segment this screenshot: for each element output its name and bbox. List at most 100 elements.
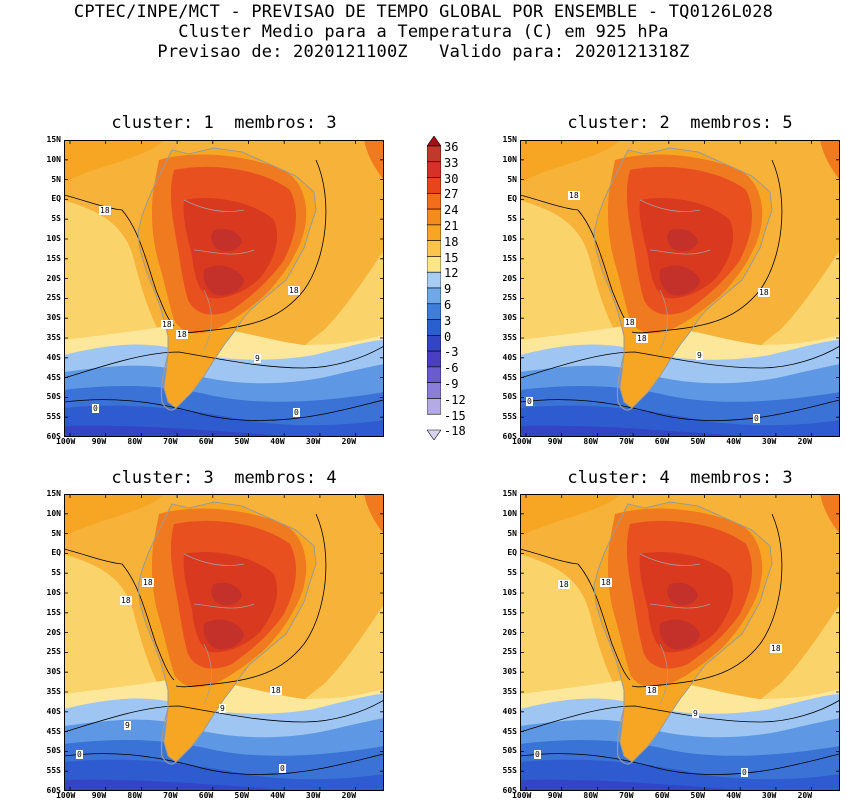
coastline bbox=[616, 707, 633, 765]
latitude-label: 35S bbox=[46, 333, 61, 342]
colorbar-label: 18 bbox=[444, 234, 459, 249]
latitude-label: 20S bbox=[46, 627, 61, 637]
contour-line-0 bbox=[64, 753, 384, 775]
colorbar-swatch bbox=[427, 177, 441, 194]
contour-label: 0 bbox=[534, 750, 541, 759]
longitude-label: 70W bbox=[619, 437, 634, 446]
latitude-label: 15N bbox=[46, 489, 61, 498]
latitude-label: 5S bbox=[507, 214, 517, 224]
longitude-label: 50W bbox=[234, 791, 249, 800]
colorbar-swatch bbox=[427, 240, 441, 257]
longitude-label: 30W bbox=[761, 791, 777, 800]
temperature-band bbox=[520, 779, 760, 791]
longitude-label: 100W bbox=[56, 791, 76, 800]
colorbar-label: 12 bbox=[444, 266, 459, 281]
longitude-label: 90W bbox=[547, 437, 563, 446]
latitude-label: 60S bbox=[46, 786, 61, 795]
latitude-label: 20S bbox=[46, 273, 61, 283]
latitude-label: 15S bbox=[502, 607, 517, 617]
colorbar-swatch bbox=[427, 366, 441, 383]
longitude-label: 40W bbox=[270, 437, 285, 446]
latitude-label: 50S bbox=[502, 746, 517, 756]
colorbar-swatch bbox=[427, 161, 441, 178]
panel-title-4: cluster: 4 membros: 3 bbox=[567, 468, 793, 488]
contour-line-0 bbox=[64, 399, 384, 421]
latitude-label: 45S bbox=[46, 372, 61, 382]
coastline bbox=[616, 353, 633, 411]
country-borders bbox=[639, 553, 711, 705]
longitude-label: 20W bbox=[341, 791, 357, 800]
contour-label: 18 bbox=[142, 578, 154, 587]
temperature-band bbox=[820, 140, 840, 180]
temperature-band bbox=[64, 554, 164, 704]
country-borders bbox=[639, 199, 711, 351]
contour-line-18 bbox=[520, 548, 631, 681]
longitude-label: 20W bbox=[341, 437, 357, 446]
coastline bbox=[137, 147, 317, 409]
contour-line-18 bbox=[631, 159, 783, 334]
latitude-label: EQ bbox=[507, 548, 517, 558]
latitude-label: 5S bbox=[51, 568, 61, 578]
contour-label: 9 bbox=[124, 721, 131, 730]
colorbar-swatch bbox=[427, 398, 441, 415]
map-frame bbox=[520, 140, 840, 437]
latitude-label: 30S bbox=[502, 667, 517, 677]
temperature-band bbox=[520, 554, 620, 704]
latitude-label: 35S bbox=[46, 687, 61, 696]
longitude-label: 70W bbox=[619, 791, 634, 800]
latitude-label: 15S bbox=[502, 253, 517, 263]
contour-line-18 bbox=[64, 548, 175, 681]
latitude-label: 10S bbox=[46, 588, 61, 597]
longitude-label: 80W bbox=[127, 437, 142, 446]
latitude-label: 20S bbox=[502, 273, 517, 283]
contour-label: 0 bbox=[753, 414, 760, 423]
colorbar-swatch bbox=[427, 271, 441, 289]
map-canvas bbox=[520, 494, 840, 791]
temperature-band bbox=[284, 250, 384, 370]
temperature-band bbox=[520, 494, 620, 536]
contour-label: 18 bbox=[600, 578, 612, 587]
contour-label: 18 bbox=[288, 286, 300, 295]
latitude-label: 45S bbox=[46, 726, 61, 736]
colorbar-swatch bbox=[427, 335, 441, 352]
latitude-label: 5N bbox=[507, 174, 517, 184]
latitude-label: 5N bbox=[51, 528, 61, 538]
temperature-band bbox=[520, 425, 760, 437]
latitude-label: 15N bbox=[502, 135, 517, 144]
temperature-band bbox=[740, 250, 840, 370]
temperature-band bbox=[667, 228, 698, 252]
contour-line-18 bbox=[520, 194, 631, 327]
latitude-label: 15N bbox=[46, 135, 61, 144]
coastline bbox=[160, 707, 177, 765]
panel-title-1: cluster: 1 membros: 3 bbox=[111, 113, 337, 133]
contour-label: 0 bbox=[279, 764, 286, 773]
temperature-band bbox=[364, 140, 384, 180]
colorbar-top-arrow bbox=[427, 136, 441, 147]
longitude-label: 30W bbox=[305, 437, 321, 446]
colorbar-swatch bbox=[427, 350, 441, 368]
colorbar-label: 21 bbox=[444, 219, 459, 233]
latitude-label: 40S bbox=[46, 352, 61, 362]
colorbar-swatch bbox=[427, 208, 441, 226]
contour-label: 0 bbox=[741, 768, 748, 777]
colorbar-label: -18 bbox=[444, 424, 466, 439]
colorbar-label: -3 bbox=[444, 345, 459, 360]
latitude-label: 40S bbox=[46, 706, 61, 716]
map-panel-3 bbox=[64, 494, 384, 791]
latitude-label: 40S bbox=[502, 352, 517, 362]
longitude-label: 70W bbox=[163, 437, 178, 446]
longitude-label: 60W bbox=[654, 791, 670, 800]
latitude-label: 50S bbox=[502, 392, 517, 402]
map-panel-2 bbox=[520, 140, 840, 437]
colorbar-label: 24 bbox=[444, 203, 459, 218]
longitude-label: 40W bbox=[726, 791, 741, 800]
contour-label: 0 bbox=[293, 408, 300, 417]
colorbar-label: 30 bbox=[444, 171, 459, 186]
contour-label: 18 bbox=[758, 288, 770, 297]
colorbar-label: 3 bbox=[444, 313, 452, 328]
temperature-band bbox=[820, 494, 840, 534]
map-frame bbox=[64, 140, 384, 437]
colorbar-swatch bbox=[427, 193, 441, 210]
contour-label: 18 bbox=[558, 580, 570, 589]
latitude-label: 40S bbox=[502, 706, 517, 716]
